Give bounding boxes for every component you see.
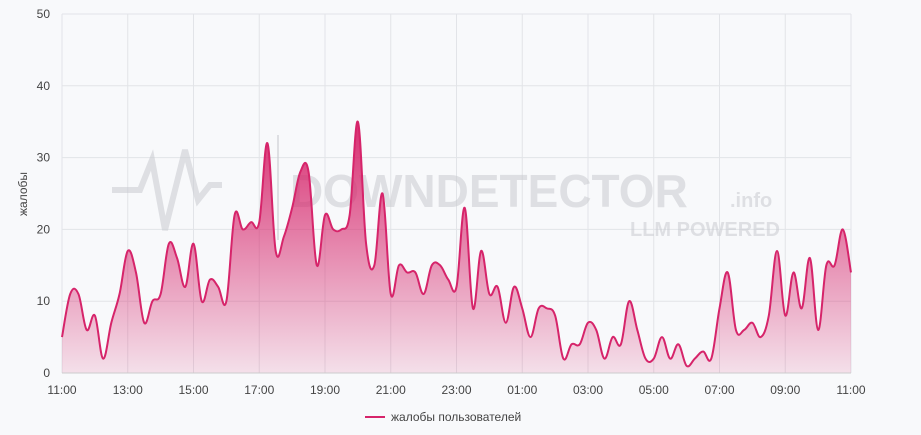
watermark-tagline: LLM POWERED	[630, 219, 780, 241]
x-tick-label: 17:00	[244, 383, 274, 397]
x-tick-label: 21:00	[376, 383, 406, 397]
y-tick-label: 20	[37, 222, 51, 236]
y-tick-label: 0	[43, 366, 50, 380]
x-tick-label: 01:00	[507, 383, 537, 397]
x-tick-label: 09:00	[770, 383, 800, 397]
x-tick-label: 13:00	[113, 383, 143, 397]
watermark-icon	[112, 149, 222, 231]
y-tick-label: 30	[37, 151, 51, 165]
x-tick-label: 03:00	[573, 383, 603, 397]
watermark-suffix: .info	[730, 190, 772, 212]
y-axis-label: жалобы	[16, 172, 30, 216]
x-tick-label: 11:00	[836, 383, 865, 397]
x-tick-label: 07:00	[704, 383, 734, 397]
x-tick-label: 15:00	[178, 383, 208, 397]
y-tick-label: 50	[37, 7, 51, 21]
y-tick-label: 40	[37, 79, 51, 93]
x-tick-label: 11:00	[47, 383, 76, 397]
x-tick-label: 05:00	[639, 383, 669, 397]
area	[62, 121, 851, 373]
y-tick-label: 10	[37, 294, 51, 308]
legend-label: жалобы пользователей	[391, 410, 521, 424]
x-tick-label: 19:00	[310, 383, 340, 397]
line	[61, 120, 852, 368]
x-tick-label: 23:00	[441, 383, 471, 397]
watermark: DOWNDETECTOR .info LLM POWERED	[112, 135, 780, 241]
